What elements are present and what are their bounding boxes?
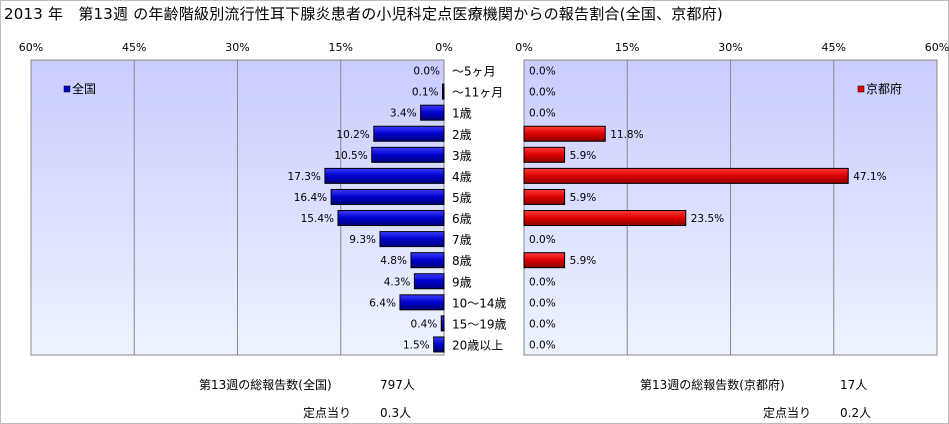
kyoto-bar	[523, 125, 606, 142]
national-x-tick-label: 0%	[435, 41, 452, 54]
kyoto-per-value: 0.2人	[840, 406, 872, 420]
national-data-label: 10.5%	[334, 150, 367, 162]
kyoto-data-label: 47.1%	[853, 171, 886, 183]
national-x-tick-label: 60%	[19, 41, 43, 54]
national-total-value: 797人	[380, 378, 415, 392]
national-data-label: 16.4%	[294, 192, 327, 204]
kyoto-x-tick-label: 45%	[822, 41, 846, 54]
national-data-label: 3.4%	[390, 108, 417, 120]
kyoto-data-label: 11.8%	[610, 129, 643, 141]
kyoto-x-tick-label: 15%	[615, 41, 639, 54]
category-label: 6歳	[452, 212, 472, 226]
national-data-label: 15.4%	[301, 213, 334, 225]
national-per-value: 0.3人	[380, 406, 412, 420]
kyoto-data-label: 0.0%	[529, 234, 556, 246]
kyoto-data-label: 0.0%	[529, 66, 556, 78]
kyoto-data-label: 23.5%	[691, 213, 724, 225]
kyoto-data-label: 5.9%	[570, 255, 597, 267]
kyoto-bar	[523, 210, 687, 227]
national-bar	[373, 125, 445, 142]
category-label: 3歳	[452, 149, 472, 163]
kyoto-bar	[523, 146, 566, 163]
kyoto-x-tick-label: 30%	[718, 41, 742, 54]
kyoto-total-value: 17人	[840, 378, 868, 392]
category-label: 1歳	[452, 107, 472, 121]
national-data-label: 17.3%	[288, 171, 321, 183]
kyoto-total-label: 第13週の総報告数(京都府)	[640, 378, 785, 392]
category-label: 7歳	[452, 233, 472, 247]
kyoto-x-tick-label: 60%	[925, 41, 949, 54]
category-label: ～5ヶ月	[452, 65, 496, 79]
national-data-label: 0.4%	[411, 318, 438, 330]
category-label: 15～19歳	[452, 317, 507, 331]
national-bar	[410, 252, 445, 269]
national-data-label: 9.3%	[349, 234, 376, 246]
kyoto-x-tick-label: 0%	[515, 41, 532, 54]
national-data-label: 0.1%	[412, 87, 439, 99]
national-x-tick-label: 30%	[225, 41, 249, 54]
national-bar	[330, 188, 445, 205]
legend-kyoto-swatch	[857, 85, 865, 93]
national-bar	[371, 146, 445, 163]
category-label: 5歳	[452, 191, 472, 205]
national-per-label: 定点当り	[303, 406, 352, 420]
national-data-label: 0.0%	[413, 66, 440, 78]
kyoto-per-label: 定点当り	[763, 406, 812, 420]
legend-national-label: 全国	[72, 81, 96, 96]
national-data-label: 6.4%	[369, 297, 396, 309]
legend-kyoto-label: 京都府	[866, 81, 902, 96]
chart-title: 2013 年 第13週 の年齢階級別流行性耳下腺炎患者の小児科定点医療機関からの…	[4, 5, 723, 23]
national-bar	[413, 273, 445, 290]
kyoto-data-label: 0.0%	[529, 339, 556, 351]
kyoto-data-label: 5.9%	[570, 192, 597, 204]
national-x-tick-label: 45%	[122, 41, 146, 54]
national-bar	[379, 231, 445, 248]
category-label: 10～14歳	[452, 296, 507, 310]
national-bar	[337, 210, 445, 227]
national-data-label: 4.3%	[384, 276, 411, 288]
kyoto-data-label: 0.0%	[529, 276, 556, 288]
national-data-label: 4.8%	[380, 255, 407, 267]
legend-national-swatch	[63, 85, 71, 93]
category-label: 20歳以上	[452, 338, 503, 352]
category-label: 9歳	[452, 275, 472, 289]
kyoto-data-label: 0.0%	[529, 297, 556, 309]
national-bar	[442, 83, 445, 100]
national-total-label: 第13週の総報告数(全国)	[199, 378, 332, 392]
national-data-label: 1.5%	[403, 339, 430, 351]
kyoto-bar	[523, 167, 849, 184]
kyoto-data-label: 0.0%	[529, 108, 556, 120]
national-x-tick-label: 15%	[329, 41, 353, 54]
kyoto-data-label: 5.9%	[570, 150, 597, 162]
national-data-label: 10.2%	[336, 129, 369, 141]
category-label: ～11ヶ月	[452, 86, 503, 100]
kyoto-data-label: 0.0%	[529, 87, 556, 99]
national-bar	[399, 294, 445, 311]
national-bar	[440, 315, 445, 332]
kyoto-data-label: 0.0%	[529, 318, 556, 330]
category-label: 4歳	[452, 170, 472, 184]
category-label: 2歳	[452, 128, 472, 142]
kyoto-bar	[523, 252, 566, 269]
category-label: 8歳	[452, 254, 472, 268]
national-bar	[324, 167, 445, 184]
national-bar	[433, 336, 445, 353]
national-bar	[420, 104, 445, 121]
kyoto-bar	[523, 188, 566, 205]
